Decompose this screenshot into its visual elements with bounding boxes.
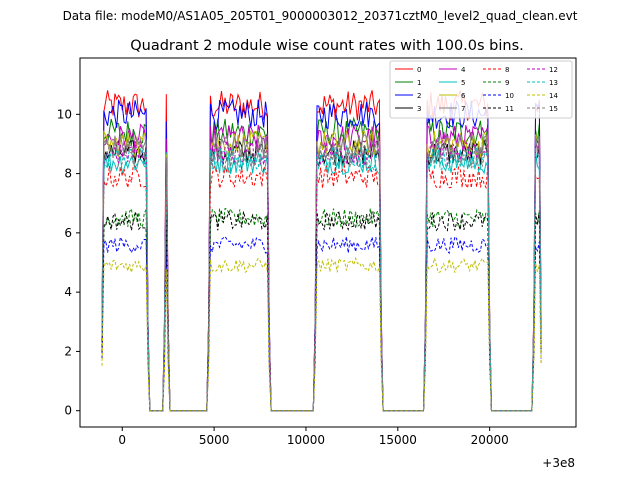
legend-label-12: 12 — [549, 66, 558, 74]
legend-label-11: 11 — [505, 105, 514, 113]
legend-label-1: 1 — [417, 79, 421, 87]
series-line-12 — [101, 138, 542, 412]
legend-label-13: 13 — [549, 79, 558, 87]
series-line-15 — [101, 141, 542, 412]
legend-label-15: 15 — [549, 105, 558, 113]
y-tick-label: 2 — [64, 344, 72, 358]
y-tick-label: 6 — [64, 226, 72, 240]
y-tick-label: 10 — [57, 107, 72, 121]
series-line-9 — [101, 207, 542, 412]
legend-label-10: 10 — [505, 92, 514, 100]
series-layer — [101, 90, 542, 412]
x-tick-label: 0 — [118, 433, 126, 447]
axis-ticks: 0 5000 10000 15000 20000 0 2 4 6 8 10 — [57, 107, 509, 447]
x-offset-label: +3e8 — [542, 456, 575, 470]
y-tick-label: 0 — [64, 404, 72, 418]
legend-label-2: 2 — [417, 92, 421, 100]
legend-label-6: 6 — [461, 92, 466, 100]
series-line-10 — [101, 235, 542, 412]
legend-label-0: 0 — [417, 66, 421, 74]
x-tick-label: 10000 — [287, 433, 325, 447]
x-tick-label: 5000 — [199, 433, 230, 447]
legend-label-5: 5 — [461, 79, 465, 87]
legend-label-7: 7 — [461, 105, 465, 113]
y-tick-label: 8 — [64, 167, 72, 181]
file-label: Data file: modeM0/AS1A05_205T01_90000030… — [63, 9, 578, 23]
legend-label-4: 4 — [461, 66, 466, 74]
legend-label-8: 8 — [505, 66, 509, 74]
x-tick-label: 20000 — [471, 433, 509, 447]
chart-title: Quadrant 2 module wise count rates with … — [130, 38, 524, 54]
series-line-13 — [101, 144, 542, 412]
x-tick-label: 15000 — [379, 433, 417, 447]
legend-label-14: 14 — [549, 92, 558, 100]
plot-frame — [79, 57, 577, 428]
legend-frame — [389, 60, 573, 119]
legend-label-3: 3 — [417, 105, 421, 113]
series-line-14 — [101, 256, 542, 412]
y-tick-label: 4 — [64, 285, 72, 299]
legend-label-9: 9 — [505, 79, 509, 87]
